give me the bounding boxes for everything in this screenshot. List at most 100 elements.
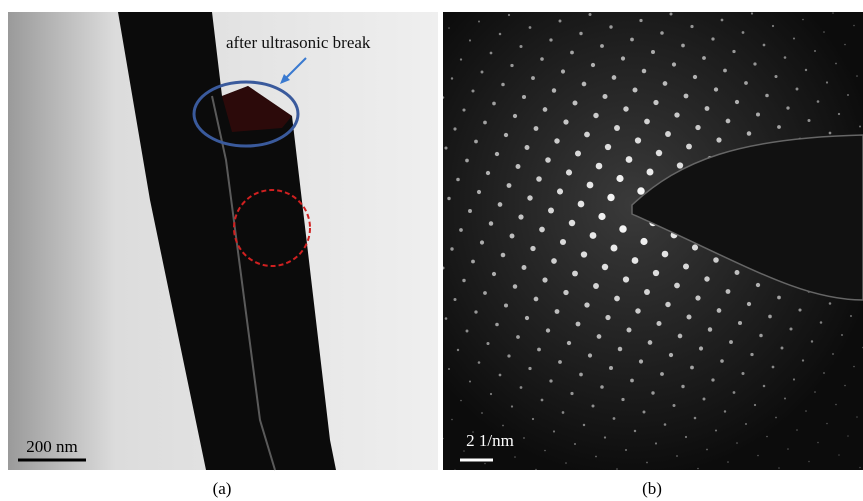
spot	[807, 119, 810, 122]
spot	[695, 295, 700, 300]
spot	[844, 44, 846, 46]
spot	[516, 164, 521, 169]
spot	[835, 63, 837, 65]
spot	[841, 334, 843, 336]
spot	[798, 308, 801, 311]
spot	[832, 12, 834, 14]
spot	[817, 442, 819, 444]
spot	[757, 455, 759, 457]
spot	[447, 197, 450, 200]
spot	[588, 353, 592, 357]
spot	[850, 315, 852, 317]
spot	[453, 298, 456, 301]
spot	[614, 125, 620, 131]
spot	[802, 359, 804, 361]
spot	[498, 202, 503, 207]
spot	[781, 347, 784, 350]
spot	[665, 302, 670, 307]
spot	[614, 296, 620, 302]
spot	[441, 266, 444, 269]
spot	[619, 225, 626, 232]
annotation: after ultrasonic break	[226, 33, 371, 52]
spot	[563, 290, 568, 295]
spot	[678, 334, 683, 339]
spot	[720, 359, 724, 363]
spot	[618, 347, 623, 352]
spot	[699, 346, 703, 350]
spot	[532, 418, 534, 420]
spot	[644, 119, 650, 125]
spot	[802, 19, 804, 21]
spot	[738, 321, 742, 325]
spot	[616, 175, 623, 182]
spot	[736, 442, 738, 444]
scale-bar-label: 2 1/nm	[466, 431, 514, 450]
spot	[717, 308, 722, 313]
spot	[442, 96, 445, 99]
spot	[591, 63, 595, 67]
spot	[570, 392, 573, 395]
spot	[735, 100, 739, 104]
spot	[756, 112, 760, 116]
spot	[784, 398, 786, 400]
spot	[492, 102, 496, 106]
spot	[681, 44, 685, 48]
spot	[600, 44, 604, 48]
spot	[478, 21, 480, 23]
spot	[520, 386, 523, 389]
spot	[796, 88, 799, 91]
spot	[554, 138, 559, 143]
spot	[626, 156, 633, 163]
spot	[695, 125, 700, 130]
spot	[765, 94, 769, 98]
spot	[514, 456, 516, 458]
spot	[555, 309, 560, 314]
spot	[705, 106, 710, 111]
spot	[511, 405, 513, 407]
spot	[616, 468, 618, 470]
spot	[600, 385, 604, 389]
spot	[528, 367, 531, 370]
spot	[573, 101, 578, 106]
spot	[684, 94, 689, 99]
spot	[552, 88, 556, 92]
spot	[838, 113, 840, 115]
spot	[640, 238, 647, 245]
spot	[653, 270, 659, 276]
spot	[639, 359, 643, 363]
spot	[844, 385, 846, 387]
spot	[805, 410, 807, 412]
spot	[462, 108, 465, 111]
spot	[486, 171, 490, 175]
spot	[630, 38, 634, 42]
spot	[484, 463, 486, 465]
spot	[777, 125, 781, 129]
spot	[543, 107, 548, 112]
spot	[495, 323, 499, 327]
spot	[583, 424, 585, 426]
spot	[711, 378, 714, 381]
spot	[647, 169, 654, 176]
spot	[539, 227, 545, 233]
spot	[469, 380, 471, 382]
spot	[713, 257, 719, 263]
spot	[604, 436, 606, 438]
spot	[711, 37, 714, 40]
spot	[462, 279, 465, 282]
spot	[778, 467, 780, 469]
spot	[561, 69, 565, 73]
spot	[808, 461, 810, 463]
spot	[525, 145, 530, 150]
spot	[656, 150, 662, 156]
spot	[578, 201, 585, 208]
spot	[474, 140, 478, 144]
spot	[522, 95, 526, 99]
spot	[513, 284, 518, 289]
spot	[465, 159, 469, 163]
spot	[536, 176, 542, 182]
spot	[459, 228, 463, 232]
spot	[796, 429, 798, 431]
spot	[477, 190, 481, 194]
spot	[481, 412, 483, 414]
spot	[597, 334, 602, 339]
